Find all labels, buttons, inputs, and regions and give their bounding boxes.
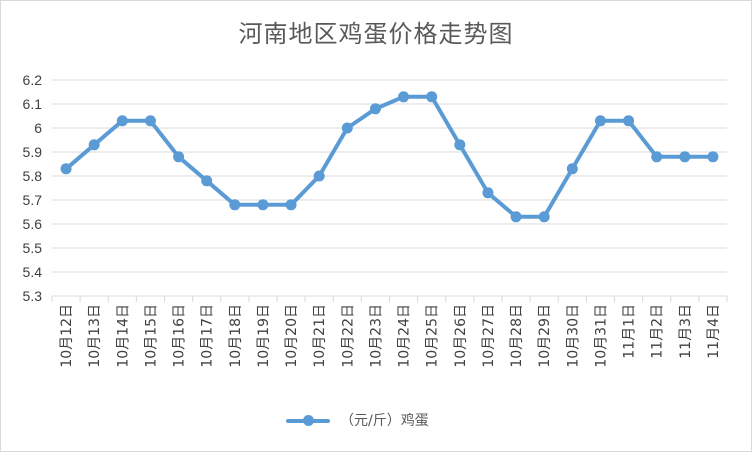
data-point	[116, 115, 128, 127]
x-tick-label: 11月2日	[650, 304, 666, 359]
x-tick-label: 10月14日	[115, 304, 131, 368]
data-point	[482, 187, 494, 199]
data-point	[285, 199, 297, 211]
x-tick-label: 10月22日	[340, 304, 356, 368]
series-lines	[64, 94, 715, 219]
data-point	[144, 115, 156, 127]
data-point	[454, 139, 466, 151]
y-tick-label: 5.7	[23, 192, 43, 208]
x-tick-label: 10月27日	[481, 304, 497, 368]
x-tick-label: 10月19日	[256, 304, 272, 368]
y-tick-label: 5.8	[23, 168, 43, 184]
x-tick-label: 10月23日	[368, 304, 384, 368]
x-tick-label: 10月17日	[200, 304, 216, 368]
y-tick-label: 6.1	[23, 96, 43, 112]
y-tick-label: 5.5	[23, 240, 43, 256]
x-tick-label: 10月25日	[425, 304, 441, 368]
x-axis-ticks: 10月12日 10月13日 10月14日 10月15日 10月16日 10月17日 10月1…	[59, 304, 722, 368]
series-points	[60, 91, 719, 223]
x-tick-label: 10月20日	[284, 304, 300, 368]
data-point	[201, 175, 213, 187]
x-tick-label: 10月16日	[172, 304, 188, 368]
data-point	[707, 151, 719, 163]
x-tick-label: 11月4日	[706, 304, 722, 359]
x-tick-label: 10月28日	[509, 304, 525, 368]
y-tick-label: 6	[34, 120, 42, 136]
data-point	[538, 211, 550, 223]
x-tick-label: 10月15日	[143, 304, 159, 368]
x-tick-label: 10月26日	[453, 304, 469, 368]
data-point	[173, 151, 185, 163]
x-tick-label: 10月24日	[397, 304, 413, 368]
x-tick-label: 10月13日	[87, 304, 103, 368]
data-point	[679, 151, 691, 163]
x-tick-label: 10月18日	[228, 304, 244, 368]
legend-swatch	[286, 413, 330, 427]
x-tick-label: 10月21日	[312, 304, 328, 368]
y-tick-label: 5.3	[23, 288, 43, 304]
y-tick-label: 5.9	[23, 144, 43, 160]
y-tick-label: 5.4	[23, 264, 43, 280]
data-point	[88, 139, 100, 151]
x-tick-label: 10月31日	[593, 304, 609, 368]
data-point	[60, 163, 72, 175]
data-point	[398, 91, 410, 103]
x-tick-label: 10月12日	[59, 304, 75, 368]
y-axis-ticks: 5.3 5.4 5.5 5.6 5.7 5.8 5.9 6 6.1 6.2	[23, 72, 43, 304]
data-point	[369, 103, 381, 115]
x-axis	[51, 295, 728, 302]
data-point	[566, 163, 578, 175]
x-tick-label: 11月1日	[622, 304, 638, 359]
data-point	[229, 199, 241, 211]
data-point	[426, 91, 438, 103]
x-tick-label: 10月29日	[537, 304, 553, 368]
data-point	[594, 115, 606, 127]
series-line	[64, 94, 715, 219]
legend-label: （元/斤）鸡蛋	[340, 413, 429, 429]
data-point	[651, 151, 663, 163]
x-tick-label: 11月3日	[678, 304, 694, 359]
y-tick-label: 5.6	[23, 216, 43, 232]
x-tick-label: 10月30日	[565, 304, 581, 368]
legend: （元/斤）鸡蛋	[286, 409, 429, 431]
chart-title: 河南地区鸡蛋价格走势图	[238, 20, 514, 48]
data-point	[341, 122, 353, 134]
y-tick-label: 6.2	[23, 72, 43, 88]
data-point	[623, 115, 635, 127]
gridlines	[52, 79, 727, 297]
data-point	[257, 199, 269, 211]
data-point	[510, 211, 522, 223]
data-point	[313, 170, 325, 182]
